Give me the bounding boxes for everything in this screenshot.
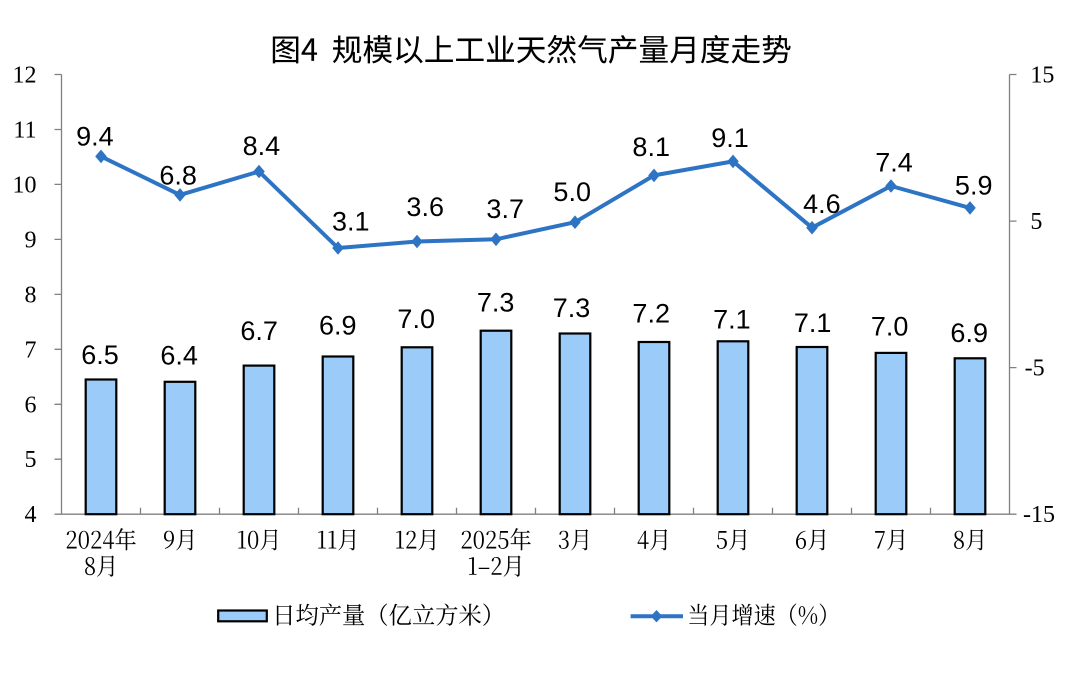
svg-text:-5: -5 [1025, 356, 1045, 382]
svg-text:9.1: 9.1 [711, 123, 749, 153]
svg-text:6.5: 6.5 [81, 340, 119, 370]
svg-text:7.2: 7.2 [632, 299, 670, 329]
svg-text:6.7: 6.7 [240, 316, 278, 346]
svg-text:9: 9 [25, 227, 37, 253]
svg-text:6.9: 6.9 [319, 310, 357, 340]
svg-text:7.1: 7.1 [713, 304, 751, 334]
svg-text:7: 7 [25, 337, 37, 363]
svg-text:5: 5 [1030, 209, 1042, 235]
svg-text:5.0: 5.0 [553, 177, 591, 207]
svg-text:12: 12 [13, 63, 37, 89]
svg-text:4: 4 [25, 502, 37, 528]
svg-text:7.3: 7.3 [553, 293, 591, 323]
svg-text:8.4: 8.4 [243, 131, 281, 161]
svg-text:7.0: 7.0 [871, 312, 909, 342]
svg-text:7.3: 7.3 [477, 287, 515, 317]
svg-text:-15: -15 [1023, 502, 1055, 528]
svg-text:6.4: 6.4 [160, 341, 198, 371]
svg-text:7.0: 7.0 [397, 304, 435, 334]
svg-text:6: 6 [25, 392, 37, 418]
svg-text:7.1: 7.1 [794, 308, 832, 338]
svg-text:9.4: 9.4 [76, 122, 114, 152]
svg-text:4.6: 4.6 [803, 189, 841, 219]
svg-text:6.9: 6.9 [950, 318, 988, 348]
svg-text:8: 8 [25, 282, 37, 308]
svg-text:7.4: 7.4 [875, 147, 913, 177]
svg-text:11: 11 [13, 118, 36, 144]
svg-text:5.9: 5.9 [955, 170, 993, 200]
svg-text:10: 10 [13, 172, 37, 198]
svg-text:3.1: 3.1 [332, 207, 370, 237]
svg-text:3.6: 3.6 [406, 192, 444, 222]
svg-text:3.7: 3.7 [486, 194, 524, 224]
svg-text:6.8: 6.8 [159, 160, 197, 190]
svg-text:5: 5 [25, 447, 37, 473]
svg-text:15: 15 [1030, 63, 1054, 89]
svg-text:8.1: 8.1 [632, 132, 670, 162]
